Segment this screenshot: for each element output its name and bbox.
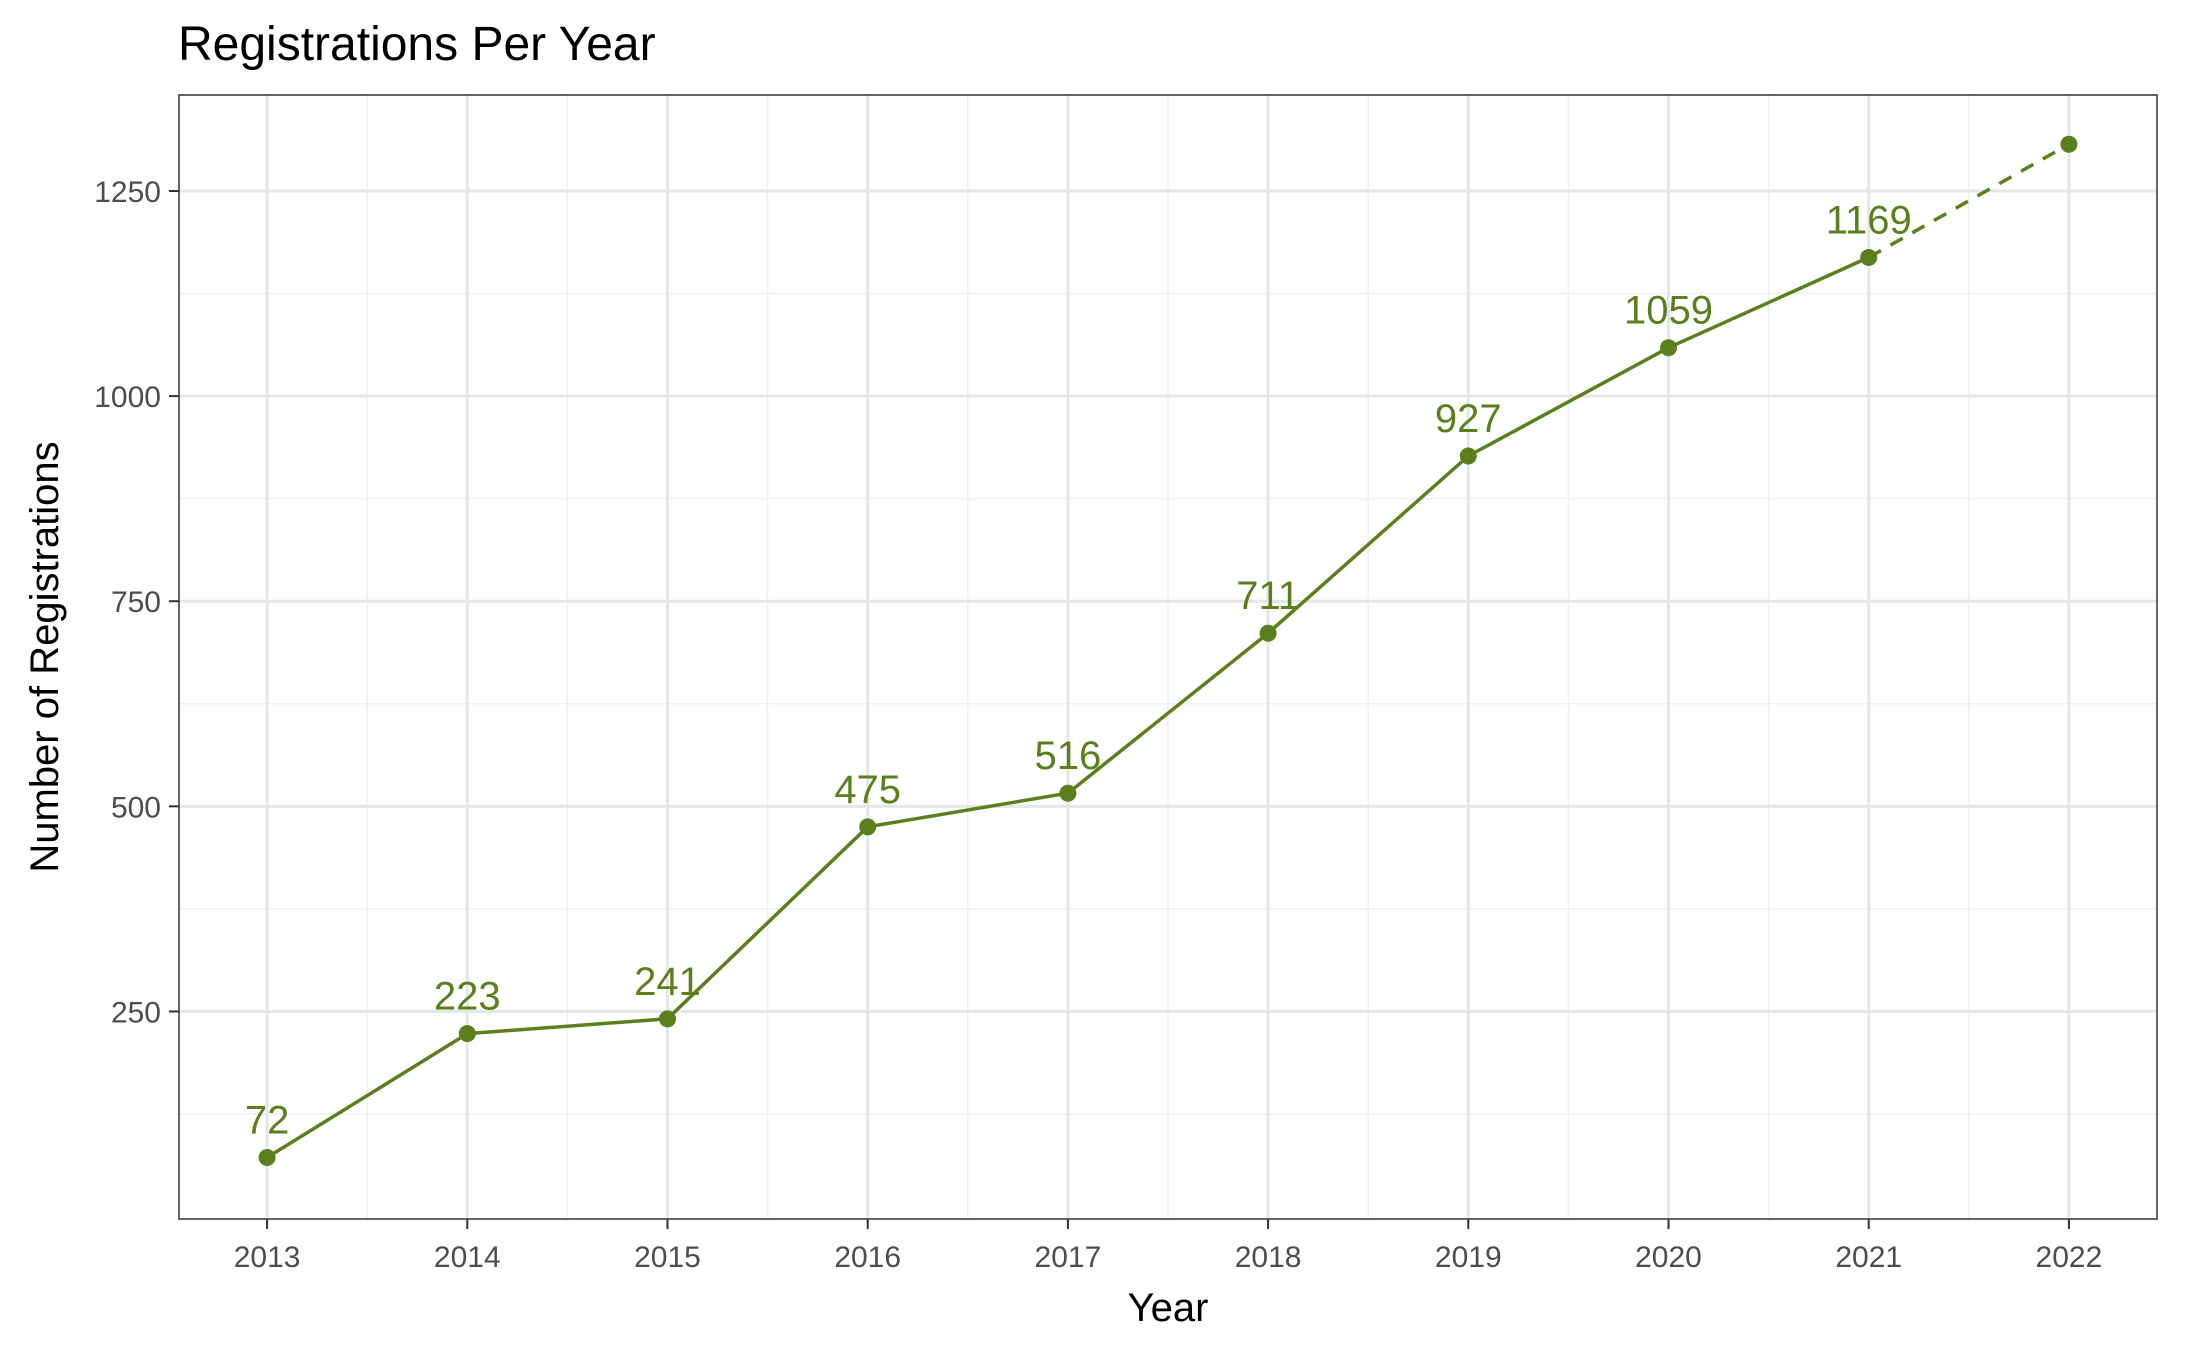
x-tick-label: 2015: [634, 1241, 701, 1274]
data-point: [1860, 248, 1878, 266]
x-tick-label: 2020: [1635, 1241, 1702, 1274]
data-point: [1660, 339, 1678, 357]
data-point: [859, 818, 877, 836]
plot-panel: [178, 94, 2158, 1220]
projection-line: [1867, 142, 2070, 259]
x-tick-label: 2017: [1035, 1241, 1102, 1274]
data-label: 1059: [1624, 289, 1713, 333]
data-label: 1169: [1826, 198, 1912, 242]
x-tick-label: 2019: [1435, 1241, 1502, 1274]
x-axis-title: Year: [1128, 1286, 1209, 1330]
data-label: 516: [1035, 734, 1102, 778]
data-label: 927: [1435, 397, 1502, 441]
data-labels-group: 72 223 241 475 516 711 927 1059 1169: [245, 198, 1912, 1142]
x-tick-label: 2021: [1835, 1241, 1902, 1274]
data-label: 475: [834, 768, 901, 812]
x-tick-label: 2022: [2036, 1241, 2103, 1274]
y-tick-label: 1000: [94, 381, 161, 414]
x-tick-label: 2014: [434, 1241, 501, 1274]
data-point: [1059, 784, 1077, 802]
data-point: [1459, 447, 1477, 465]
data-point: [1259, 624, 1277, 642]
y-tick-label: 500: [111, 791, 161, 824]
x-tick-label: 2016: [834, 1241, 901, 1274]
y-tick-label: 750: [111, 586, 161, 619]
data-label: 223: [434, 975, 501, 1019]
y-tick-label: 250: [111, 996, 161, 1029]
x-tick-label: 2013: [234, 1241, 301, 1274]
data-label: 241: [634, 960, 701, 1004]
data-label: 72: [245, 1098, 290, 1142]
y-tick-label: 1250: [94, 176, 161, 209]
projection-point: [2060, 135, 2078, 153]
data-point: [658, 1010, 676, 1028]
data-point: [258, 1148, 276, 1166]
x-tick-label: 2018: [1235, 1241, 1302, 1274]
y-axis-title: Number of Registrations: [23, 441, 67, 872]
data-point: [458, 1025, 476, 1043]
gridlines: [179, 95, 2157, 1219]
axes-group: 2013 2014 2015 2016 2017 2018 2019 2020 2021 2022…: [94, 176, 2102, 1274]
chart-title: Registrations Per Year: [178, 18, 656, 71]
data-label: 711: [1236, 574, 1300, 618]
series-group: [258, 135, 2078, 1166]
